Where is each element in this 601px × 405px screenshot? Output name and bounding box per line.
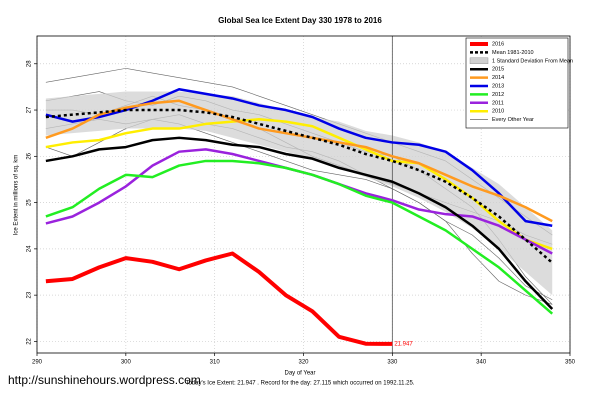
y-tick-label: 22 <box>27 337 33 344</box>
legend-label: 2012 <box>492 92 504 98</box>
x-tick-label: 320 <box>298 360 309 366</box>
x-tick-label: 300 <box>121 360 132 366</box>
legend-label: 2011 <box>492 100 504 106</box>
y-axis-label: Ice Extent in millions of sq. km <box>14 155 20 236</box>
legend-label: 2015 <box>492 67 504 73</box>
legend-label: 2016 <box>492 41 504 47</box>
plot-frame <box>36 35 571 354</box>
x-tick-label: 340 <box>476 360 487 366</box>
x-tick-label: 310 <box>210 360 221 366</box>
legend-label: Every Other Year <box>492 117 534 123</box>
series-line <box>45 159 554 315</box>
y-tick-label: 26 <box>27 152 33 159</box>
legend-label: Mean 1981-2010 <box>492 50 534 56</box>
y-tick-label: 28 <box>27 60 33 67</box>
chart-title: Global Sea Ice Extent Day 330 1978 to 20… <box>218 16 382 25</box>
legend: 2016 Mean 1981-2010 1 Standard Deviation F… <box>465 37 573 129</box>
series-line <box>45 87 553 227</box>
series-line <box>45 118 553 251</box>
legend-label: 2014 <box>492 75 504 81</box>
end-label: 21.947 <box>394 341 413 347</box>
series-line <box>45 136 554 310</box>
x-tick-label: 330 <box>387 360 398 366</box>
legend-swatch <box>469 57 489 64</box>
y-tick-label: 23 <box>27 291 33 298</box>
series-line <box>45 108 554 264</box>
x-axis-label: Day of Year <box>284 371 315 377</box>
watermark: http://sunshinehours.wordpress.com <box>8 373 201 387</box>
y-tick-label: 25 <box>27 199 33 206</box>
y-tick-label: 24 <box>27 245 33 252</box>
legend-label: 1 Standard Deviation From Mean <box>492 58 573 64</box>
legend-label: 2010 <box>492 109 504 115</box>
series-line <box>45 251 393 346</box>
legend-label: 2013 <box>492 83 504 89</box>
x-tick-label: 350 <box>565 360 576 366</box>
y-tick-label: 27 <box>27 106 33 113</box>
x-tick-label: 290 <box>32 360 43 366</box>
series-line <box>45 99 553 223</box>
footnote: Today's Ice Extent: 21.947 . Record for … <box>185 381 414 387</box>
